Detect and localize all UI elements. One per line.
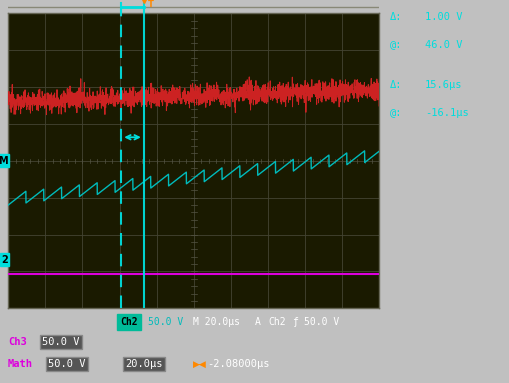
Text: Ch3: Ch3 (8, 337, 26, 347)
Text: Δ:: Δ: (389, 80, 402, 90)
Text: Ch2: Ch2 (267, 317, 285, 327)
Text: 20.0μs: 20.0μs (125, 359, 162, 369)
Text: 15.6μs: 15.6μs (425, 80, 462, 90)
Text: @:: @: (389, 108, 402, 118)
Text: 50.0 V: 50.0 V (48, 359, 86, 369)
Text: Ch2: Ch2 (120, 317, 137, 327)
Text: 46.0 V: 46.0 V (425, 39, 462, 50)
Text: 1.00 V: 1.00 V (425, 12, 462, 22)
Text: ▶◀: ▶◀ (192, 360, 206, 369)
Text: T: T (147, 0, 153, 9)
Text: 2: 2 (1, 255, 8, 265)
Text: 50.0 V: 50.0 V (42, 337, 79, 347)
Text: Math: Math (8, 359, 33, 369)
Text: 50.0 V: 50.0 V (303, 317, 338, 327)
Text: -2.08000μs: -2.08000μs (207, 359, 269, 369)
Text: M: M (0, 156, 8, 166)
Text: Δ:: Δ: (389, 12, 402, 22)
Text: M 20.0μs: M 20.0μs (192, 317, 240, 327)
Text: 50.0 V: 50.0 V (148, 317, 183, 327)
Text: @:: @: (389, 39, 402, 50)
Text: ƒ: ƒ (292, 317, 297, 327)
Text: -16.1μs: -16.1μs (425, 108, 468, 118)
Text: A: A (254, 317, 261, 327)
